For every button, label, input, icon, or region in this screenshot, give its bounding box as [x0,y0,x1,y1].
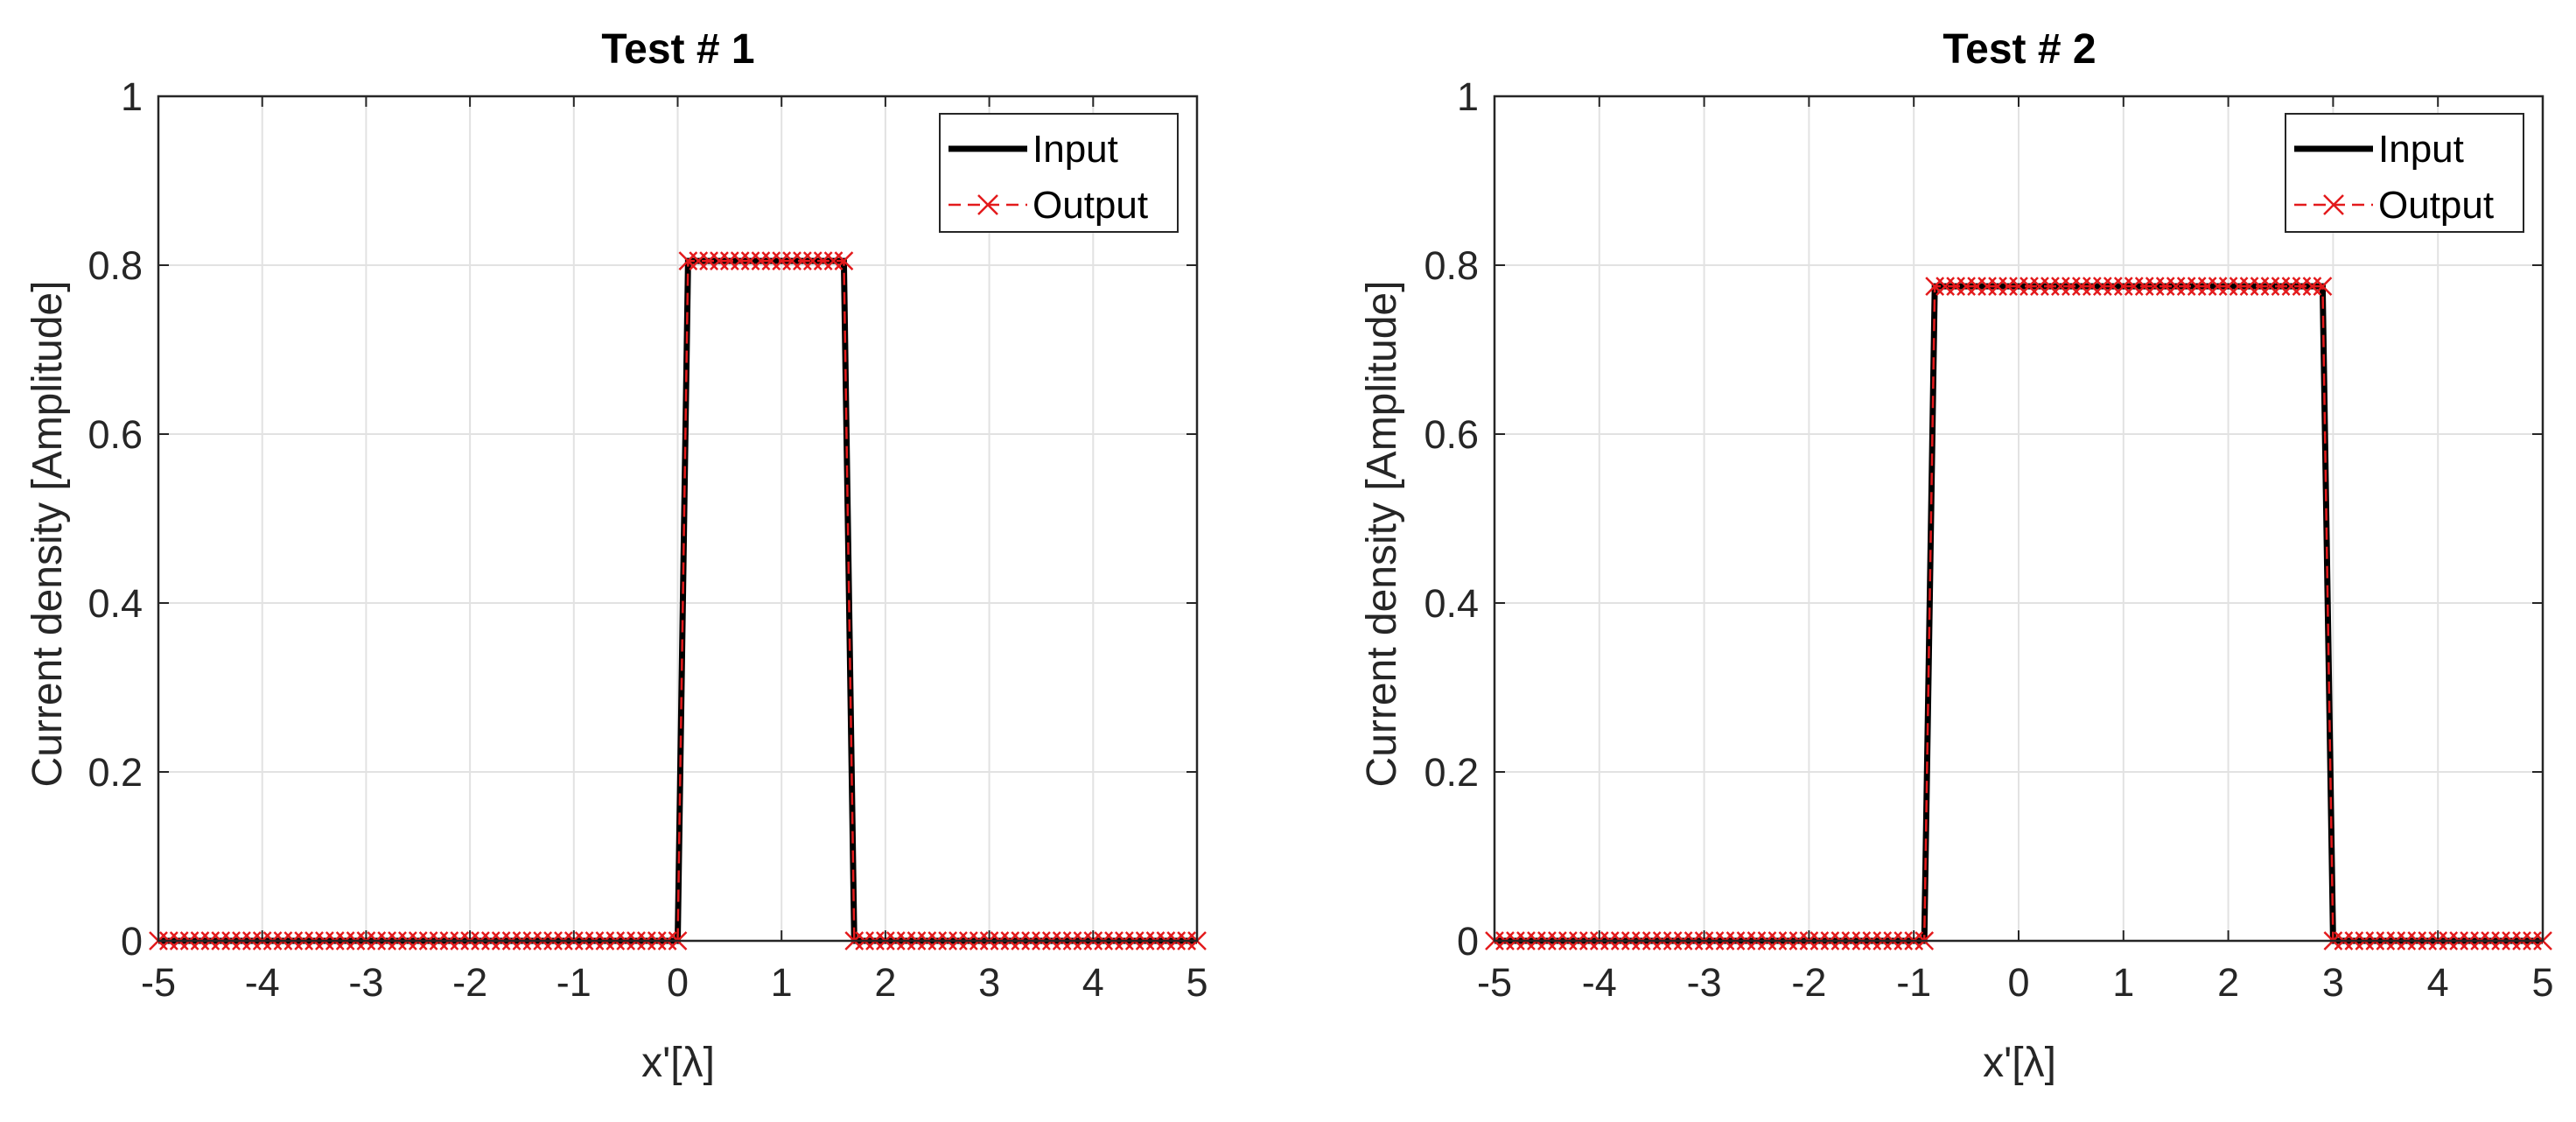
y-tick-label: 0.6 [88,412,143,457]
x-tick-label: 1 [771,960,793,1005]
x-tick-label: -1 [1896,960,1931,1005]
y-tick-label: 0.2 [88,750,143,795]
legend-label: Input [1032,128,1118,171]
chart-title: Test # 2 [1942,26,2096,73]
chart-title: Test # 1 [601,26,754,73]
y-tick-label: 0 [121,919,143,964]
x-tick-label: 4 [2427,960,2449,1005]
legend-label: Input [2378,128,2464,171]
legend-label: Output [2378,184,2494,227]
x-tick-label: 0 [2007,960,2029,1005]
y-tick-label: 0.8 [1424,243,1479,288]
y-tick-label: 1 [121,74,143,119]
y-tick-label: 0.2 [1424,750,1479,795]
x-tick-label: 2 [2217,960,2239,1005]
x-tick-label: 2 [874,960,896,1005]
x-tick-label: -1 [556,960,592,1005]
axes-box [1493,95,2544,943]
y-tick-label: 0.4 [1424,581,1479,626]
legend-label: Output [1032,184,1148,227]
x-tick-label: 4 [1082,960,1104,1005]
x-tick-label: 1 [2112,960,2134,1005]
x-tick-label: 3 [2322,960,2344,1005]
y-tick-label: 0.6 [1424,412,1479,457]
chart-panel-test-2: Test # 2 x'[λ] Current density [Amplitud… [1359,26,2554,1086]
x-tick-label: -2 [1791,960,1826,1005]
x-tick-label: 3 [978,960,1000,1005]
x-axis-label: x'[λ] [641,1040,715,1086]
y-tick-label: 1 [1457,74,1479,119]
legend-marker [2323,194,2344,215]
x-tick-label: -5 [1477,960,1512,1005]
x-tick-label: 5 [2531,960,2553,1005]
y-axis-label: Current density [Amplitude] [1359,281,1405,788]
x-axis-label: x'[λ] [1983,1040,2056,1086]
axes-box [157,95,1199,943]
x-tick-label: -4 [245,960,280,1005]
y-tick-label: 0.4 [88,581,143,626]
legend-marker [977,194,998,215]
chart-panel-test-1: Test # 1 x'[λ] Current density [Amplitud… [24,26,1208,1086]
x-tick-label: 5 [1186,960,1208,1005]
x-tick-label: -3 [1687,960,1722,1005]
x-tick-label: 0 [667,960,689,1005]
y-axis-label: Current density [Amplitude] [24,281,71,788]
output-marker [2313,277,2333,297]
x-tick-label: -5 [141,960,176,1005]
output-marker [834,251,854,271]
y-tick-label: 0 [1457,919,1479,964]
x-tick-label: -2 [452,960,487,1005]
y-tick-label: 0.8 [88,243,143,288]
legend: Input Output [939,113,1179,233]
legend: Input Output [2285,113,2524,233]
x-tick-label: -4 [1582,960,1617,1005]
x-tick-label: -3 [348,960,383,1005]
